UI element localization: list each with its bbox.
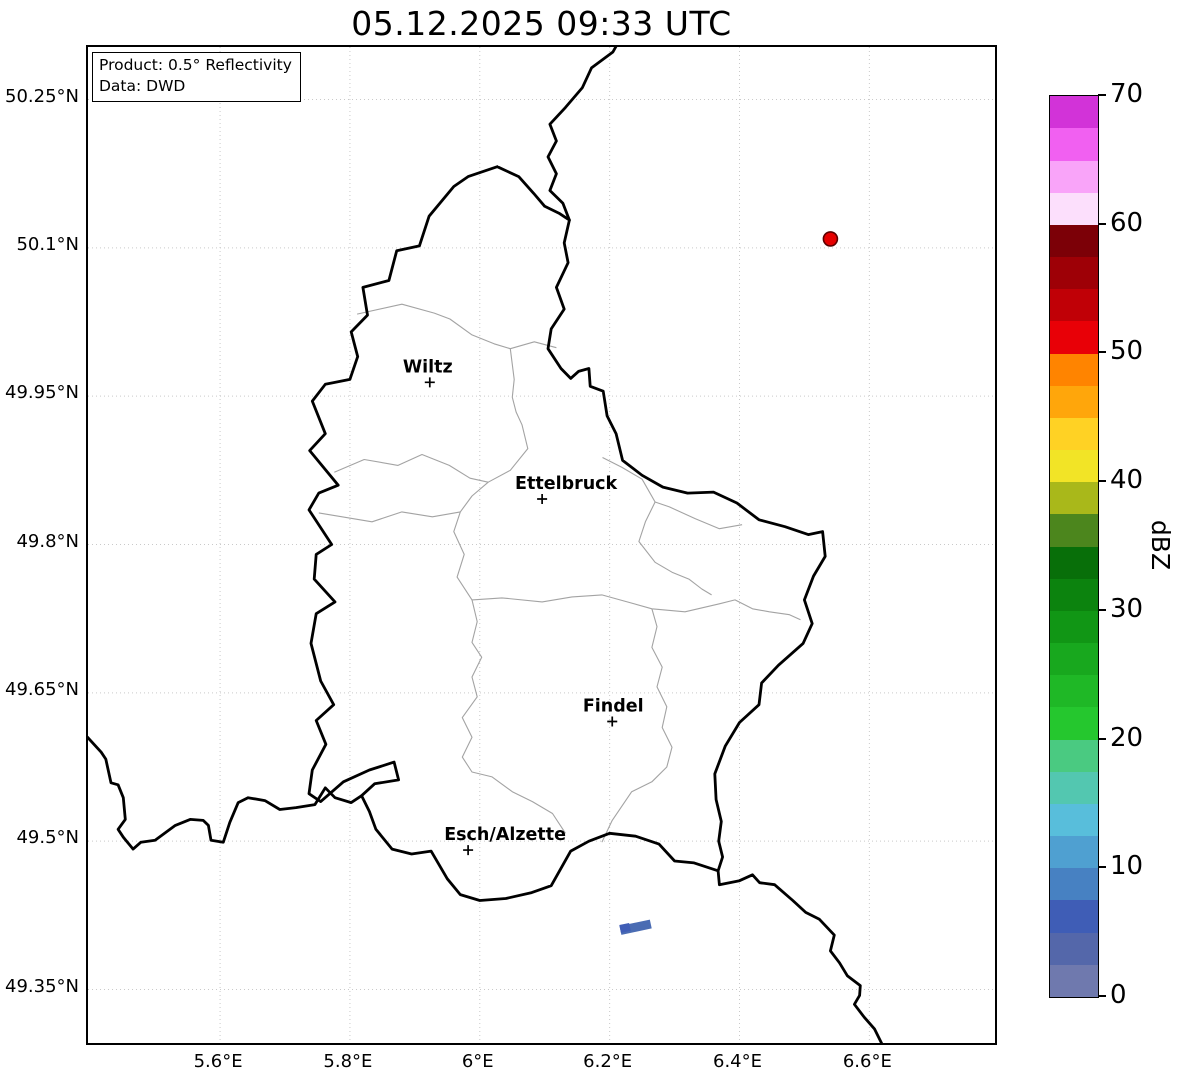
district-border: [601, 608, 673, 843]
colorbar-tick-label: 20: [1110, 722, 1144, 753]
y-tick-label: 49.5°N: [16, 827, 79, 849]
y-tick-label: 49.65°N: [5, 678, 79, 700]
map-plot-area: Wiltz Ettelbruck Findel Esch/Alzette: [86, 45, 997, 1045]
colorbar-segment: [1050, 514, 1098, 547]
y-tick-label: 50.1°N: [16, 233, 79, 255]
colorbar-tick-label: 10: [1110, 851, 1144, 882]
city-marker-icon: [424, 377, 435, 388]
colorbar-segment: [1050, 160, 1098, 193]
colorbar-segment: [1050, 739, 1098, 772]
colorbar-segment: [1050, 610, 1098, 644]
colorbar-segment: [1050, 257, 1098, 290]
product-info-line: Product: 0.5° Reflectivity: [99, 56, 292, 74]
colorbar-segment: [1050, 900, 1098, 933]
city-label: Ettelbruck: [515, 474, 618, 494]
colorbar-axis-label: dBZ: [1146, 519, 1175, 571]
y-tick-label: 49.35°N: [5, 975, 79, 997]
radar-echo-core: [619, 922, 631, 933]
colorbar-tick-label: 70: [1110, 79, 1144, 109]
city-marker-icon: [537, 494, 548, 505]
city-label: Esch/Alzette: [444, 825, 566, 845]
product-info-box: Product: 0.5° Reflectivity Data: DWD: [92, 52, 301, 102]
y-tick-label: 49.8°N: [16, 530, 79, 552]
colorbar-segment: [1050, 96, 1098, 129]
colorbar-tick-mark: [1098, 866, 1106, 869]
district-border: [356, 303, 557, 350]
colorbar-tick-label: 0: [1110, 980, 1127, 1010]
country-border: [546, 47, 618, 222]
country-border: [88, 735, 363, 851]
colorbar-tick-label: 40: [1110, 465, 1144, 496]
colorbar-segment: [1050, 353, 1098, 386]
colorbar-segment: [1050, 707, 1098, 740]
city-label: Wiltz: [403, 357, 453, 377]
colorbar-segment: [1050, 675, 1098, 708]
x-tick-label: 6.2°E: [583, 1051, 633, 1072]
colorbar-tick-mark: [1098, 995, 1106, 997]
colorbar-tick-mark: [1098, 480, 1106, 483]
city-marker-icon: [607, 716, 618, 727]
x-tick-label: 6°E: [461, 1051, 494, 1072]
district-border: [453, 348, 529, 601]
colorbar-segment: [1050, 932, 1098, 965]
colorbar-tick-mark: [1098, 608, 1106, 611]
x-tick-label: 6.4°E: [713, 1051, 762, 1072]
district-border: [461, 599, 566, 834]
colorbar-segment: [1050, 868, 1098, 901]
colorbar-segment: [1050, 578, 1098, 611]
colorbar-segment: [1050, 771, 1098, 804]
colorbar-segment: [1050, 643, 1098, 676]
colorbar-tick-label: 60: [1110, 207, 1144, 238]
red-dot-marker: [822, 231, 839, 247]
y-tick-label: 49.95°N: [5, 382, 79, 404]
colorbar-tick-mark: [1098, 351, 1106, 354]
colorbar-segment: [1050, 964, 1098, 997]
x-tick-label: 5.6°E: [193, 1051, 243, 1072]
colorbar-tick-mark: [1098, 222, 1106, 225]
colorbar-segment: [1050, 450, 1098, 483]
colorbar: [1049, 95, 1099, 998]
colorbar-tick-mark: [1098, 737, 1106, 740]
district-border: [602, 457, 743, 530]
city-marker-icon: [463, 845, 474, 856]
colorbar-tick-label: 30: [1110, 593, 1144, 624]
x-tick-label: 6.6°E: [842, 1051, 892, 1072]
colorbar-tick-mark: [1098, 94, 1106, 96]
colorbar-segment: [1050, 385, 1098, 418]
y-tick-label: 50.25°N: [5, 85, 79, 107]
colorbar-segment: [1050, 803, 1098, 837]
district-border: [334, 453, 489, 483]
x-tick-label: 5.8°E: [323, 1051, 373, 1072]
map-canvas: Wiltz Ettelbruck Findel Esch/Alzette: [88, 47, 995, 1043]
colorbar-segment: [1050, 224, 1098, 258]
district-border: [471, 594, 801, 621]
colorbar-segment: [1050, 482, 1098, 515]
colorbar-segment: [1050, 321, 1098, 354]
colorbar-segment: [1050, 836, 1098, 869]
colorbar-segment: [1050, 192, 1098, 225]
map-title: 05.12.2025 09:33 UTC: [351, 4, 732, 43]
colorbar-segment: [1050, 546, 1098, 579]
colorbar-tick-label: 50: [1110, 336, 1144, 367]
district-border: [318, 511, 461, 523]
data-source-line: Data: DWD: [99, 77, 186, 95]
colorbar-segment: [1050, 289, 1098, 322]
country-border: [716, 869, 884, 1043]
colorbar-segment: [1050, 128, 1098, 161]
district-border: [638, 501, 712, 596]
city-label: Findel: [583, 697, 644, 717]
colorbar-segment: [1050, 417, 1098, 451]
country-border: [307, 165, 827, 902]
